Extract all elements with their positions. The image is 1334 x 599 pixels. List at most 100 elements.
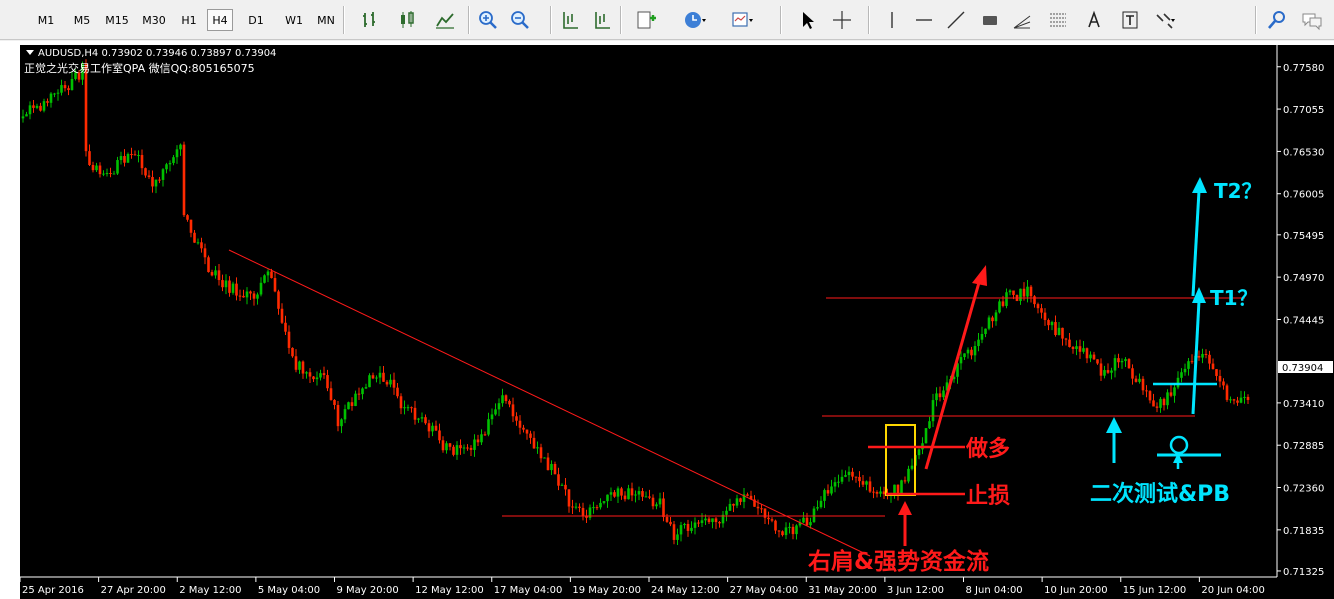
x-tick-label: 2 May 12:00: [179, 585, 241, 596]
candle-body: [368, 375, 371, 388]
templates-icon[interactable]: [730, 8, 754, 32]
timeframe-m1[interactable]: M1: [37, 13, 55, 27]
candle-body: [214, 270, 217, 276]
line-chart-icon[interactable]: [433, 8, 457, 32]
toolbar-separator: [468, 6, 470, 34]
chart-header: AUDUSD,H4 0.73902 0.73946 0.73897 0.7390…: [38, 48, 276, 59]
candle-body: [795, 525, 798, 535]
candle-body: [669, 521, 672, 525]
candle-body: [361, 388, 364, 395]
candle-body: [658, 498, 662, 505]
candle-body: [630, 488, 634, 496]
candle-body: [417, 418, 420, 420]
candle-body: [1099, 363, 1103, 376]
candle-body: [1159, 398, 1162, 408]
candle-body: [819, 500, 823, 508]
candle-body: [676, 534, 679, 540]
candle-body: [1239, 397, 1243, 403]
candle-body: [221, 280, 224, 288]
candle-body: [553, 463, 557, 475]
candle-body: [1243, 396, 1246, 398]
candle-body: [1054, 322, 1057, 335]
timeframe-m5[interactable]: M5: [73, 13, 91, 27]
candle-body: [91, 164, 95, 171]
candlestick-icon[interactable]: [396, 8, 420, 32]
candle-body: [998, 301, 1001, 313]
candle-body: [788, 526, 791, 528]
candle-body: [396, 387, 399, 397]
zoom-in-icon[interactable]: [476, 8, 500, 32]
text-icon[interactable]: [1082, 8, 1106, 32]
t2-arrow-head: [1192, 177, 1207, 193]
candle-body: [805, 517, 809, 526]
candle-body: [984, 328, 987, 334]
candle-body: [1068, 339, 1071, 347]
candle-body: [508, 400, 511, 405]
gann-tool-icon[interactable]: [1010, 8, 1034, 32]
zoom-out-icon[interactable]: [508, 8, 532, 32]
timeframe-h1[interactable]: H1: [181, 13, 197, 27]
chart-shift-icon[interactable]: [590, 8, 614, 32]
candle-body: [571, 506, 574, 508]
candle-body: [385, 381, 389, 385]
y-tick-label: 0.72360: [1283, 484, 1324, 495]
candle-body: [1085, 348, 1089, 359]
candle-body: [739, 498, 742, 502]
candle-body: [522, 427, 525, 430]
horizontal-line-icon[interactable]: [912, 8, 936, 32]
t2-arrow: [1191, 190, 1201, 297]
timeframe-mn[interactable]: MN: [317, 13, 335, 27]
fibonacci-icon[interactable]: [1046, 8, 1070, 32]
candle-body: [95, 165, 98, 171]
candle-body: [469, 447, 473, 450]
crosshair-icon[interactable]: [830, 8, 854, 32]
candle-body: [165, 164, 168, 170]
chat-icon[interactable]: [1300, 8, 1324, 32]
candle-body: [403, 407, 406, 409]
candle-body: [1176, 377, 1180, 388]
rectangle-icon[interactable]: [978, 8, 1002, 32]
candle-body: [501, 395, 504, 404]
timeframe-d1[interactable]: D1: [248, 13, 264, 27]
timeframe-h4[interactable]: H4: [207, 9, 233, 31]
candle-body: [672, 524, 676, 540]
candle-body: [781, 531, 784, 536]
candle-body: [420, 417, 424, 419]
price-chart[interactable]: 做多 止损 右肩&强势资金流 二次测试&PB T1？ T2？ AUDUSD,H4…: [0, 41, 1334, 599]
arrows-icon[interactable]: [1152, 8, 1176, 32]
timeframe-w1[interactable]: W1: [285, 13, 303, 27]
search-icon[interactable]: [1265, 8, 1289, 32]
trend-line-icon[interactable]: [944, 8, 968, 32]
candle-body: [438, 430, 441, 441]
candle-body: [315, 377, 319, 380]
candle-body: [665, 517, 669, 522]
timeframe-m15[interactable]: M15: [105, 13, 129, 27]
candle-body: [126, 153, 130, 163]
candle-body: [483, 434, 487, 436]
candle-body: [714, 518, 718, 523]
text-label-icon[interactable]: [1118, 8, 1142, 32]
periods-clock-icon[interactable]: [682, 8, 706, 32]
candle-body: [515, 416, 518, 421]
candle-body: [263, 275, 266, 283]
vertical-line-icon[interactable]: [880, 8, 904, 32]
candle-body: [910, 465, 914, 469]
current-price-marker: [1278, 361, 1333, 373]
candle-body: [392, 379, 396, 388]
candle-body: [802, 517, 805, 523]
scroll-chart-icon[interactable]: [558, 8, 582, 32]
candle-body: [896, 484, 900, 495]
y-tick-label: 0.74445: [1283, 315, 1324, 326]
candle-body: [644, 496, 648, 498]
candle-body: [231, 283, 235, 293]
candle-body: [1246, 396, 1250, 401]
candle-body: [1222, 381, 1225, 386]
timeframe-m30[interactable]: M30: [142, 13, 166, 27]
candle-body: [343, 409, 347, 420]
candle-body: [1180, 372, 1183, 378]
cursor-icon[interactable]: [795, 8, 819, 32]
candle-body: [1197, 355, 1201, 358]
indicators-icon[interactable]: [634, 8, 658, 32]
collapse-triangle-icon[interactable]: [26, 50, 34, 55]
bar-chart-icon[interactable]: [358, 8, 382, 32]
